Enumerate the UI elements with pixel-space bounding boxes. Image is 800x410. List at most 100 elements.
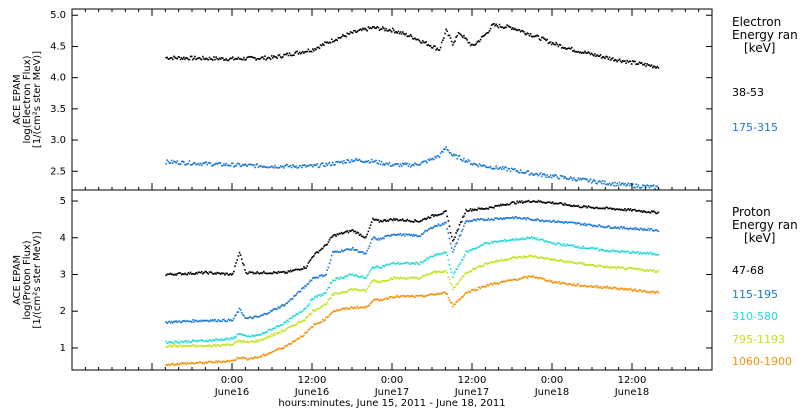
data-point — [536, 256, 538, 259]
data-point — [477, 165, 480, 168]
data-point — [499, 26, 502, 28]
data-point — [512, 279, 514, 281]
data-point — [542, 173, 544, 176]
data-point — [608, 267, 611, 269]
data-point — [634, 228, 636, 231]
data-point — [624, 208, 626, 210]
data-point — [465, 220, 467, 223]
data-point — [265, 313, 267, 315]
data-point — [498, 218, 501, 220]
data-point — [172, 273, 174, 276]
data-point — [478, 264, 481, 267]
data-point — [653, 269, 655, 271]
data-point — [440, 271, 443, 274]
data-point — [253, 56, 255, 59]
data-point — [590, 52, 593, 55]
data-point — [318, 166, 321, 168]
data-point — [324, 292, 326, 294]
data-point — [377, 219, 380, 221]
data-point — [327, 162, 330, 165]
data-point — [339, 161, 342, 163]
data-point — [615, 59, 617, 62]
data-point — [275, 331, 277, 334]
data-point — [597, 55, 600, 57]
data-point — [558, 43, 561, 46]
data-point — [198, 56, 201, 59]
data-point — [454, 154, 456, 157]
data-point — [177, 56, 180, 58]
data-point — [340, 249, 343, 251]
data-point — [268, 352, 271, 354]
data-point — [507, 217, 510, 219]
data-point — [324, 319, 326, 321]
data-point — [430, 293, 433, 295]
data-point — [260, 165, 263, 168]
data-point — [365, 252, 367, 255]
data-point — [460, 220, 463, 223]
data-point — [326, 288, 328, 291]
data-point — [584, 50, 586, 53]
data-point — [580, 178, 583, 181]
data-point — [497, 240, 500, 243]
data-point — [204, 162, 206, 164]
data-point — [434, 253, 436, 256]
data-point — [579, 224, 582, 226]
data-point — [323, 245, 325, 248]
data-point — [495, 165, 497, 167]
data-point — [199, 361, 202, 364]
data-point — [478, 40, 481, 43]
data-point — [308, 260, 311, 263]
data-point — [459, 221, 462, 224]
data-point — [196, 57, 198, 60]
data-point — [429, 226, 432, 229]
data-point — [576, 179, 578, 181]
data-point — [435, 254, 437, 256]
data-point — [575, 205, 577, 207]
data-point — [237, 340, 240, 343]
data-point — [269, 352, 272, 354]
data-point — [172, 342, 174, 344]
data-point — [586, 178, 588, 181]
data-point — [569, 261, 572, 264]
data-point — [182, 160, 184, 163]
data-point — [396, 234, 398, 236]
data-point — [407, 262, 410, 264]
data-point — [564, 202, 566, 205]
data-point — [302, 268, 304, 270]
data-point — [587, 247, 590, 250]
data-point — [502, 218, 504, 221]
data-point — [597, 264, 600, 266]
data-point — [445, 210, 447, 212]
data-point — [480, 265, 483, 267]
data-point — [579, 247, 582, 249]
data-point — [232, 359, 234, 362]
data-point — [267, 312, 270, 314]
data-point — [296, 338, 298, 341]
data-point — [272, 272, 274, 275]
data-point — [575, 223, 577, 225]
data-point — [226, 59, 228, 62]
data-point — [300, 311, 303, 313]
data-point — [198, 319, 201, 322]
data-point — [229, 164, 232, 167]
data-point — [217, 319, 220, 321]
data-point — [426, 294, 428, 297]
data-point — [357, 29, 360, 32]
data-point — [304, 319, 306, 322]
data-point — [500, 258, 503, 261]
data-point — [315, 309, 317, 312]
data-point — [545, 202, 547, 204]
data-point — [636, 63, 638, 65]
electron-ytick-label: 4.5 — [50, 41, 66, 52]
data-point — [330, 312, 333, 314]
data-point — [587, 51, 590, 53]
data-point — [418, 263, 421, 266]
data-point — [540, 257, 543, 259]
data-point — [356, 30, 358, 33]
data-point — [165, 340, 167, 343]
data-point — [228, 319, 231, 322]
data-point — [629, 252, 632, 254]
data-point — [559, 202, 562, 204]
data-point — [354, 29, 356, 32]
data-point — [427, 43, 430, 46]
